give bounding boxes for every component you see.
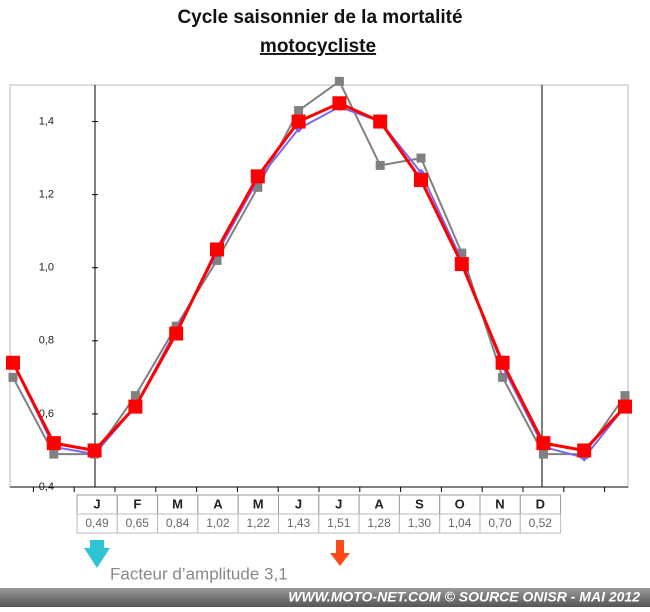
marker: [250, 169, 265, 184]
month-value: 1,43: [287, 516, 311, 530]
y-tick-label: 0,8: [39, 335, 54, 347]
month-value: 0,84: [166, 516, 190, 530]
marker: [46, 436, 61, 451]
marker: [253, 182, 263, 192]
month-label: J: [295, 496, 302, 511]
marker: [8, 372, 18, 382]
marker: [291, 114, 306, 129]
marker: [87, 443, 102, 458]
chart-title: Cycle saisonnier de la mortalité: [177, 7, 462, 28]
marker: [373, 114, 388, 129]
marker: [294, 106, 304, 116]
table-cell: [519, 513, 562, 534]
month-value: 1,30: [408, 516, 432, 530]
arrow: [330, 540, 350, 566]
series-line: [11, 101, 627, 453]
month-label: F: [133, 496, 141, 511]
y-tick-label: 0,4: [39, 481, 54, 493]
month-label: S: [415, 496, 424, 511]
marker: [495, 355, 510, 370]
marker: [618, 399, 632, 414]
series-line: [12, 79, 626, 456]
month-label: J: [335, 496, 342, 511]
marker: [498, 372, 508, 382]
month-value: 1,02: [206, 516, 230, 530]
month-label: N: [495, 496, 504, 511]
month-label: O: [455, 496, 465, 511]
month-label: A: [213, 496, 223, 511]
marker: [128, 399, 143, 414]
y-tick-label: 1,2: [39, 189, 54, 201]
marker: [49, 449, 59, 459]
month-value: 1,22: [247, 516, 271, 530]
marker: [334, 76, 344, 86]
month-value: 0,49: [85, 516, 109, 530]
marker: [454, 257, 469, 272]
month-value: 0,52: [529, 516, 553, 530]
chart-subtitle: motocycliste: [260, 36, 376, 57]
marker: [577, 443, 592, 458]
marker: [210, 242, 224, 257]
marker: [620, 391, 630, 401]
marker: [538, 449, 548, 459]
footer: WWW.MOTO-NET.COM © SOURCE ONISR - MAI 20…: [288, 589, 640, 605]
month-value: 0,70: [488, 516, 512, 530]
month-label: M: [172, 496, 183, 511]
footer-bar: [0, 588, 650, 607]
marker: [414, 173, 428, 188]
month-label: A: [374, 496, 384, 511]
month-value: 1,04: [448, 516, 472, 530]
y-tick-label: 0,6: [39, 408, 54, 420]
month-value: 1,51: [327, 516, 351, 530]
month-value: 1,28: [367, 516, 391, 530]
marker: [416, 153, 426, 163]
marker: [536, 436, 551, 451]
marker: [130, 391, 140, 401]
month-label: M: [253, 496, 264, 511]
month-label: J: [93, 496, 100, 511]
month-value: 0,65: [126, 516, 150, 530]
marker: [169, 326, 184, 341]
marker: [332, 96, 347, 111]
marker: [375, 160, 385, 170]
y-tick-label: 1,0: [39, 262, 54, 274]
series-line: [12, 105, 626, 459]
marker: [212, 255, 222, 265]
y-tick-label: 1,4: [39, 115, 54, 127]
month-label: D: [536, 496, 545, 511]
annotation: Facteur d’amplitude 3,1: [110, 564, 288, 583]
marker: [6, 355, 20, 370]
marker: [457, 248, 467, 258]
arrow: [84, 540, 110, 568]
